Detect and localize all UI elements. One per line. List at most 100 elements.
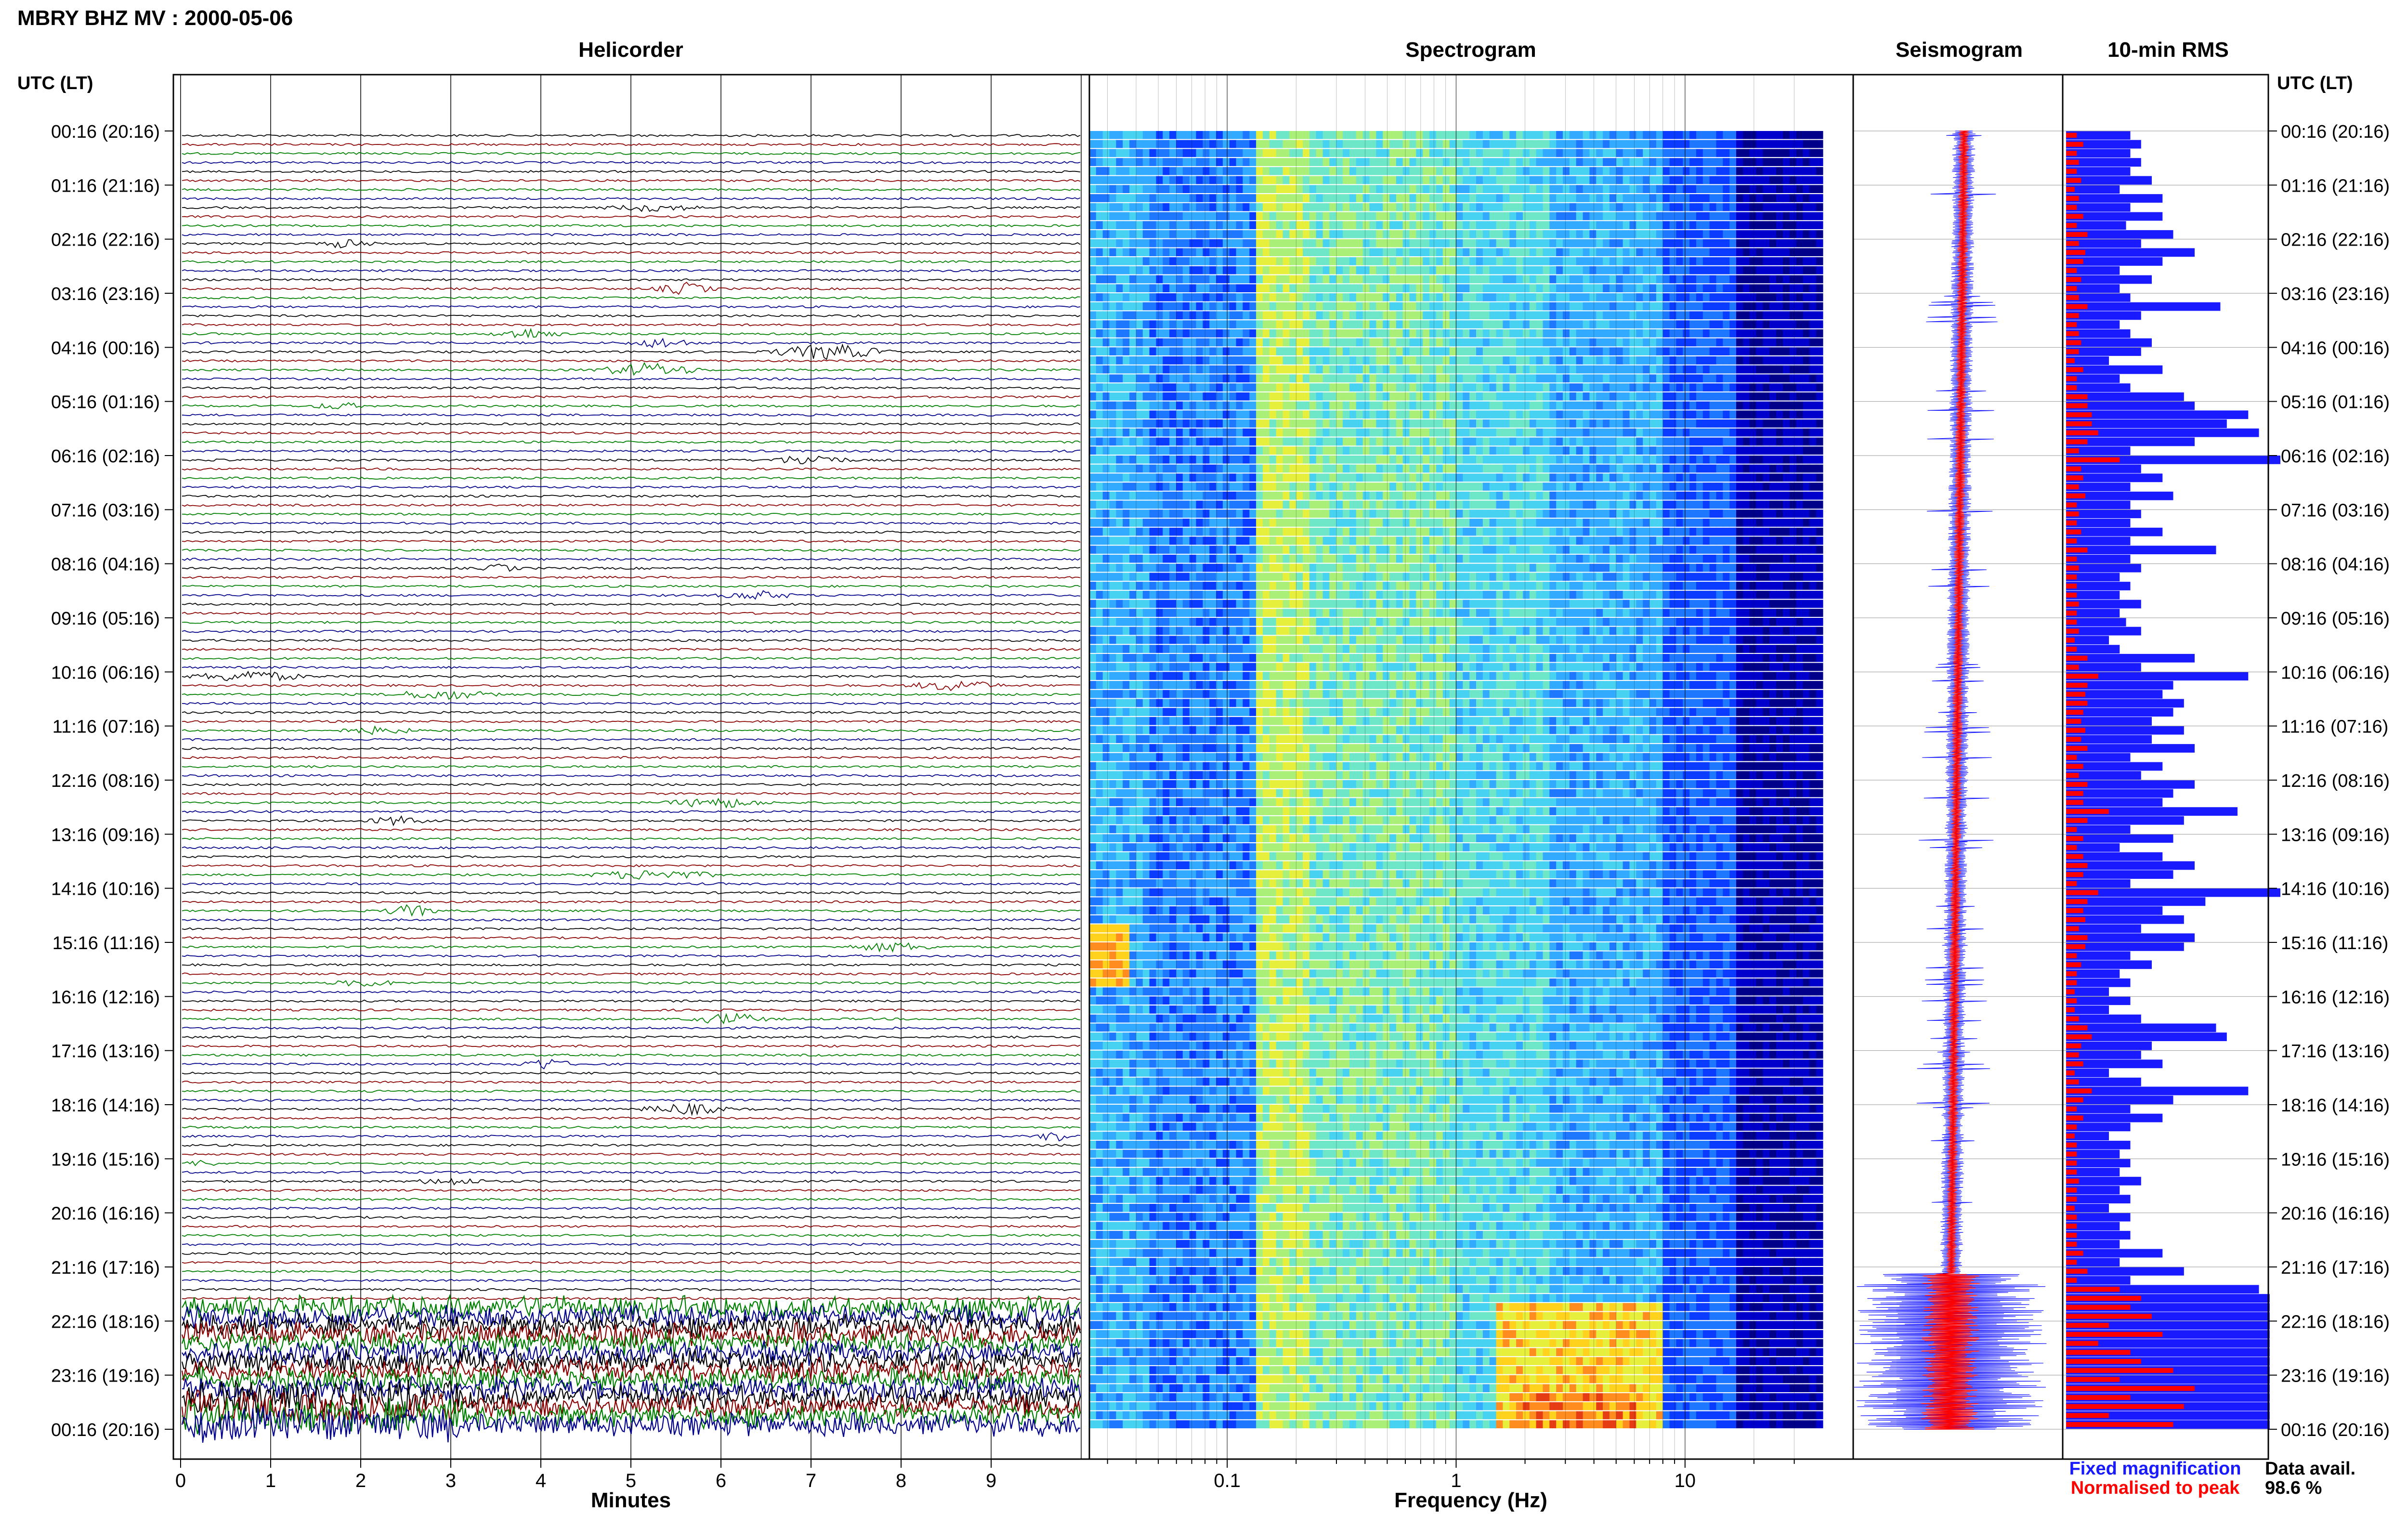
spectrogram-cell [1596, 275, 1603, 284]
spectrogram-cell [1356, 302, 1363, 311]
spectrogram-cell [1410, 167, 1416, 175]
spectrogram-cell [1729, 419, 1736, 428]
spectrogram-cell [1476, 284, 1483, 292]
spectrogram-cell [1803, 339, 1810, 347]
spectrogram-cell [1636, 473, 1643, 482]
spectrogram-cell [1443, 492, 1450, 500]
spectrogram-cell [1410, 203, 1416, 211]
spectrogram-cell [1610, 140, 1616, 148]
spectrogram-cell [1783, 329, 1790, 338]
spectrogram-cell [1443, 483, 1450, 491]
spectrogram-cell [1129, 311, 1136, 319]
spectrogram-cell [1663, 375, 1670, 383]
spectrogram-cell [1389, 221, 1396, 229]
spectrogram-cell [1103, 429, 1110, 437]
spectrogram-cell [1429, 339, 1436, 347]
spectrogram-cell [1343, 438, 1349, 446]
spectrogram-cell [1329, 230, 1336, 238]
spectrogram-cell [1309, 329, 1316, 338]
spectrogram-cell [1410, 158, 1416, 166]
spectrogram-cell [1410, 509, 1416, 518]
spectrogram-cell [1643, 230, 1649, 238]
spectrogram-cell [1276, 329, 1283, 338]
spectrogram-cell [1209, 501, 1216, 509]
spectrogram-cell [1469, 339, 1476, 347]
spectrogram-cell [1309, 392, 1316, 401]
spectrogram-cell [1389, 509, 1396, 518]
spectrogram-cell [1150, 320, 1156, 328]
spectrogram-cell [1356, 203, 1363, 211]
spectrogram-cell [1236, 320, 1243, 328]
spectrogram-cell [1610, 383, 1616, 392]
spectrogram-cell [1636, 438, 1643, 446]
spectrogram-cell [1476, 519, 1483, 527]
spectrogram-cell [1736, 419, 1743, 428]
minute-tick-label: 7 [806, 1470, 816, 1491]
spectrogram-cell [1736, 392, 1743, 401]
spectrogram-cell [1483, 167, 1490, 175]
spectrogram-cell [1396, 446, 1403, 455]
spectrogram-cell [1276, 365, 1283, 374]
spectrogram-cell [1763, 320, 1769, 328]
spectrogram-cell [1129, 266, 1136, 274]
spectrogram-cell [1163, 212, 1169, 221]
spectrogram-cell [1410, 221, 1416, 229]
spectrogram-cell [1263, 176, 1269, 184]
spectrogram-cell [1610, 221, 1616, 229]
spectrogram-cell [1729, 356, 1736, 365]
spectrogram-cell [1343, 239, 1349, 248]
spectrogram-cell [1190, 221, 1196, 229]
spectrogram-cell [1223, 365, 1230, 374]
spectrogram-cell [1703, 402, 1710, 410]
spectrogram-cell [1383, 248, 1389, 256]
spectrogram-cell [1396, 158, 1403, 166]
spectrogram-cell [1723, 429, 1729, 437]
spectrogram-cell [1150, 375, 1156, 383]
spectrogram-cell [1336, 509, 1343, 518]
spectrogram-cell [1129, 293, 1136, 301]
spectrogram-cell [1416, 347, 1423, 355]
spectrogram-cell [1596, 375, 1603, 383]
spectrogram-cell [1363, 473, 1370, 482]
spectrogram-cell [1616, 429, 1623, 437]
spectrogram-cell [1183, 509, 1190, 518]
spectrogram-cell [1150, 257, 1156, 265]
spectrogram-cell [1710, 446, 1716, 455]
spectrogram-cell [1150, 446, 1156, 455]
spectrogram-cell [1236, 248, 1243, 256]
spectrogram-cell [1469, 149, 1476, 157]
spectrogram-cell [1703, 185, 1710, 193]
spectrogram-cell [1203, 383, 1209, 392]
spectrogram-cell [1583, 266, 1590, 274]
spectrogram-cell [1263, 483, 1269, 491]
spectrogram-cell [1349, 140, 1356, 148]
spectrogram-cell [1169, 248, 1176, 256]
spectrogram-cell [1643, 410, 1649, 418]
spectrogram-cell [1483, 456, 1490, 464]
spectrogram-cell [1743, 221, 1750, 229]
spectrogram-cell [1503, 230, 1509, 238]
spectrogram-cell [1429, 438, 1436, 446]
spectrogram-cell [1116, 302, 1123, 311]
spectrogram-cell [1596, 230, 1603, 238]
spectrogram-cell [1490, 239, 1496, 248]
spectrogram-cell [1176, 185, 1183, 193]
spectrogram-cell [1389, 275, 1396, 284]
spectrogram-cell [1723, 465, 1729, 473]
spectrogram-cell [1269, 446, 1276, 455]
spectrogram-cell [1329, 140, 1336, 148]
spectrogram-cell [1716, 492, 1723, 500]
spectrogram-cell [1503, 392, 1509, 401]
spectrogram-cell [1289, 176, 1296, 184]
spectrogram-cell [1456, 365, 1463, 374]
spectrogram-cell [1763, 383, 1769, 392]
spectrogram-cell [1563, 383, 1570, 392]
spectrogram-cell [1116, 329, 1123, 338]
spectrogram-cell [1103, 392, 1110, 401]
spectrogram-cell [1363, 456, 1370, 464]
spectrogram-cell [1623, 501, 1630, 509]
spectrogram-cell [1676, 339, 1683, 347]
spectrogram-cell [1150, 339, 1156, 347]
spectrogram-cell [1196, 149, 1203, 157]
spectrogram-cell [1103, 275, 1110, 284]
